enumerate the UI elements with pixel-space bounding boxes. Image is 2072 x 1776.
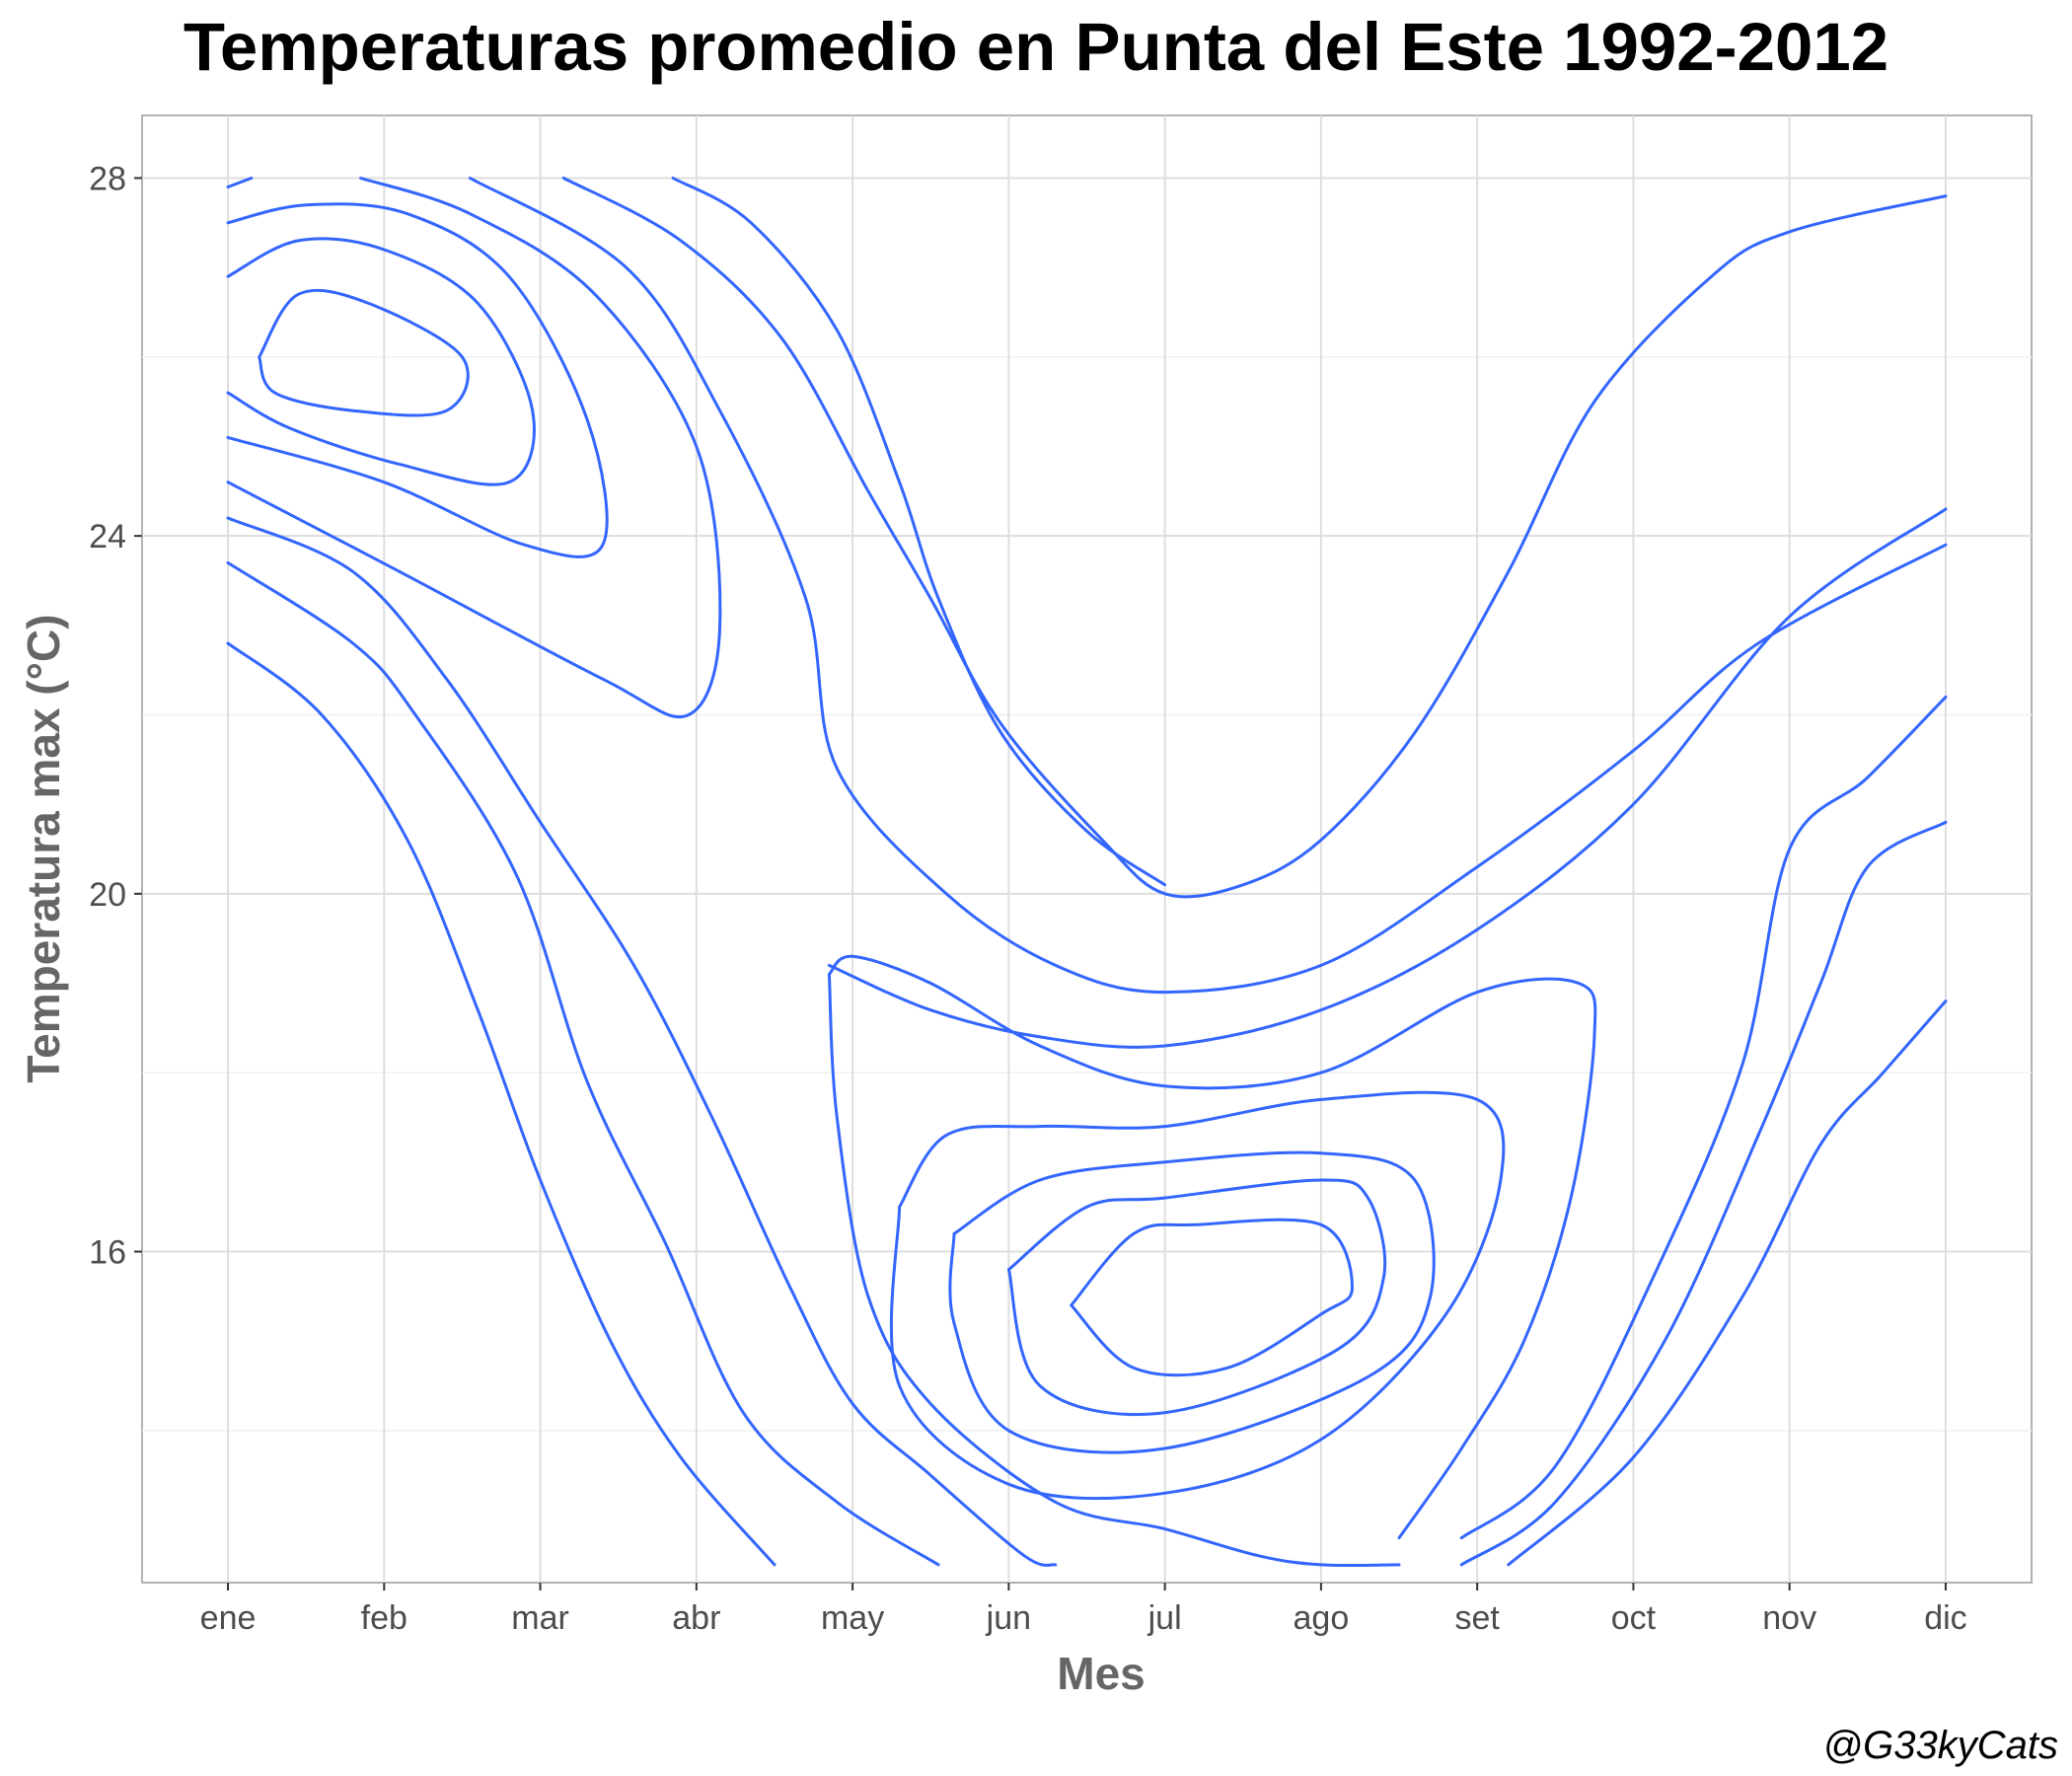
contour-line-18 bbox=[1507, 999, 1948, 1567]
plot-panel bbox=[141, 114, 2033, 1584]
x-tick-label-dic: dic bbox=[1924, 1599, 1966, 1637]
contour-line-4 bbox=[226, 177, 722, 719]
x-tick-label-ago: ago bbox=[1294, 1599, 1350, 1637]
contour-line-13 bbox=[1006, 1178, 1387, 1416]
x-tick-label-may: may bbox=[821, 1599, 884, 1637]
contour-line-1 bbox=[226, 237, 536, 486]
contour-line-19 bbox=[1459, 820, 1948, 1567]
x-tick-label-mar: mar bbox=[511, 1599, 569, 1637]
contour-line-12 bbox=[948, 1150, 1436, 1454]
contour-line-15 bbox=[226, 516, 1058, 1567]
contour-line-11 bbox=[889, 1090, 1506, 1501]
contour-line-0 bbox=[258, 288, 470, 417]
contour-line-3 bbox=[226, 177, 254, 188]
contour-line-16 bbox=[226, 560, 940, 1567]
x-tick-label-ene: ene bbox=[200, 1599, 257, 1637]
x-tick-label-jul: jul bbox=[1147, 1599, 1182, 1637]
x-tick-label-feb: feb bbox=[361, 1599, 407, 1637]
axis-ticks: 16 20 24 28 ene feb mar abr may jun jul ago set oct no… bbox=[89, 160, 1967, 1637]
x-tick-label-set: set bbox=[1454, 1599, 1500, 1637]
contour-line-17 bbox=[226, 641, 777, 1567]
y-tick-label: 16 bbox=[89, 1234, 126, 1272]
x-tick-label-nov: nov bbox=[1762, 1599, 1816, 1637]
x-axis-title: Mes bbox=[1057, 1648, 1145, 1699]
contour-line-9 bbox=[827, 954, 1597, 1540]
y-tick-label: 28 bbox=[89, 160, 126, 197]
contour-line-14 bbox=[1070, 1218, 1354, 1377]
contour-line-5 bbox=[468, 177, 1948, 995]
x-tick-label-abr: abr bbox=[672, 1599, 720, 1637]
y-tick-label: 20 bbox=[89, 876, 126, 914]
chart-title: Temperaturas promedio en Punta del Este … bbox=[183, 9, 1889, 85]
x-tick-label-oct: oct bbox=[1611, 1599, 1657, 1637]
contour-line-2 bbox=[226, 202, 609, 558]
grid-lines bbox=[142, 115, 2032, 1583]
y-axis-title: Temperatura max (°C) bbox=[18, 614, 69, 1082]
credit-text: @G33kyCats bbox=[1822, 1724, 2058, 1767]
contour-lines bbox=[226, 177, 1948, 1568]
contour-line-20 bbox=[1459, 695, 1948, 1540]
contour-line-8 bbox=[827, 507, 1948, 1049]
contour-line-10 bbox=[827, 972, 1401, 1568]
contour-line-6 bbox=[561, 177, 1948, 899]
x-tick-label-jun: jun bbox=[986, 1599, 1031, 1637]
contour-line-7 bbox=[671, 177, 1167, 887]
y-tick-label: 24 bbox=[89, 518, 126, 555]
